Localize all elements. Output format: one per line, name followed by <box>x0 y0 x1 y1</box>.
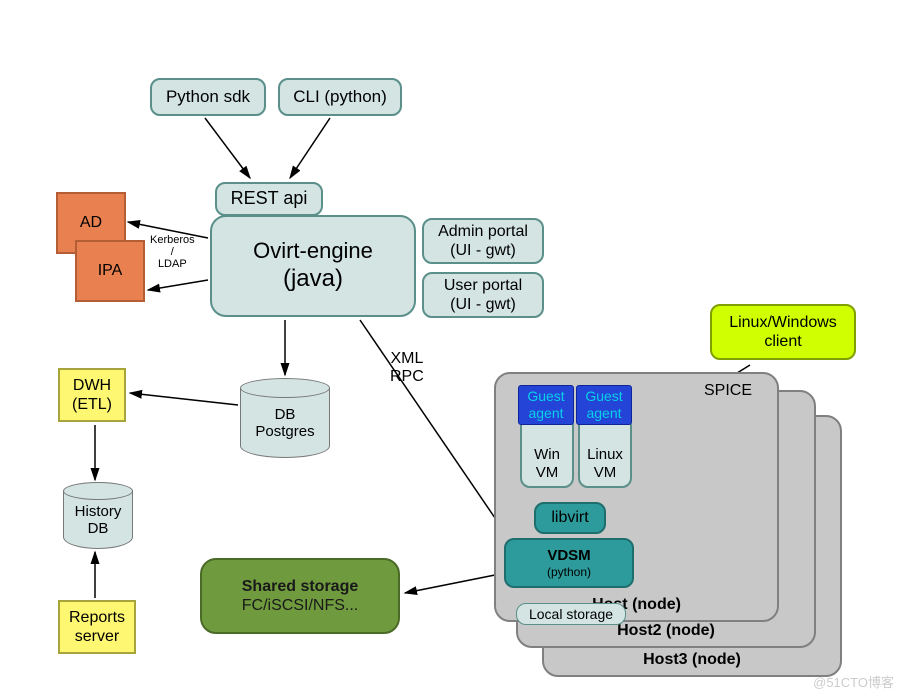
kerb-l1: Kerberos <box>150 234 195 246</box>
xmlrpc-l2: RPC <box>390 368 424 385</box>
ipa-label: IPA <box>98 261 123 280</box>
win-vm-line2: VM <box>536 464 559 482</box>
reports-line2: server <box>75 627 119 646</box>
kerb-l2: / <box>171 246 174 258</box>
dwh-line1: DWH <box>73 376 111 395</box>
client-line1: Linux/Windows <box>729 313 837 332</box>
vdsm-line2: (python) <box>547 565 591 579</box>
cli-node: CLI (python) <box>278 78 402 116</box>
watermark-text: @51CTO博客 <box>813 672 894 691</box>
reports-node: Reports server <box>58 600 136 654</box>
db-line1: DB <box>275 406 296 423</box>
client-line2: client <box>764 332 801 351</box>
guest-agent-2-node: Guest agent <box>576 385 632 425</box>
win-vm-node: Win VM <box>520 416 574 488</box>
ga1-line2: agent <box>528 405 563 422</box>
vdsm-node: VDSM (python) <box>504 538 634 588</box>
ipa-node: IPA <box>75 240 145 302</box>
ovirt-line2: (java) <box>283 265 343 294</box>
ga2-line2: agent <box>586 405 621 422</box>
user-line2: (UI - gwt) <box>450 295 516 314</box>
local-storage-label: Local storage <box>529 606 613 623</box>
watermark-label: @51CTO博客 <box>813 675 894 690</box>
admin-line2: (UI - gwt) <box>450 241 516 260</box>
libvirt-label: libvirt <box>551 508 588 527</box>
db-line2: Postgres <box>255 423 314 440</box>
xmlrpc-l1: XML <box>390 350 423 367</box>
hdb-line2: DB <box>88 520 109 537</box>
rest-api-node: REST api <box>215 182 323 216</box>
host2-label: Host2 (node) <box>617 621 715 640</box>
admin-portal-node: Admin portal (UI - gwt) <box>422 218 544 264</box>
vdsm-line1: VDSM <box>547 547 590 565</box>
local-storage-node: Local storage <box>516 603 626 625</box>
hdb-line1: History <box>75 503 122 520</box>
ga1-line1: Guest <box>527 388 564 405</box>
host3-label: Host3 (node) <box>643 650 741 669</box>
spice-l: SPICE <box>704 382 752 399</box>
python-sdk-label: Python sdk <box>166 87 250 107</box>
ss-line2: FC/iSCSI/NFS... <box>242 596 358 615</box>
ovirt-line1: Ovirt-engine <box>253 238 373 264</box>
guest-agent-1-node: Guest agent <box>518 385 574 425</box>
linux-vm-node: Linux VM <box>578 416 632 488</box>
client-node: Linux/Windows client <box>710 304 856 360</box>
win-vm-line1: Win <box>534 446 560 464</box>
kerb-l3: LDAP <box>158 258 187 270</box>
reports-line1: Reports <box>69 608 125 627</box>
ad-label: AD <box>80 213 102 232</box>
xml-rpc-label: XML RPC <box>390 350 424 386</box>
cli-label: CLI (python) <box>293 87 387 107</box>
libvirt-node: libvirt <box>534 502 606 534</box>
rest-api-label: REST api <box>231 188 308 210</box>
ga2-line1: Guest <box>585 388 622 405</box>
user-portal-node: User portal (UI - gwt) <box>422 272 544 318</box>
dwh-line2: (ETL) <box>72 395 112 414</box>
history-db-cylinder: History DB <box>63 482 133 550</box>
linux-vm-line2: VM <box>594 464 617 482</box>
spice-label: SPICE <box>704 382 752 400</box>
db-postgres-cylinder: DB Postgres <box>240 378 330 458</box>
ovirt-engine-node: Ovirt-engine (java) <box>210 215 416 317</box>
python-sdk-node: Python sdk <box>150 78 266 116</box>
ss-line1: Shared storage <box>242 577 358 596</box>
admin-line1: Admin portal <box>438 222 528 241</box>
linux-vm-line1: Linux <box>587 446 623 464</box>
dwh-node: DWH (ETL) <box>58 368 126 422</box>
kerberos-ldap-label: Kerberos / LDAP <box>150 234 195 270</box>
shared-storage-node: Shared storage FC/iSCSI/NFS... <box>200 558 400 634</box>
user-line1: User portal <box>444 276 522 295</box>
